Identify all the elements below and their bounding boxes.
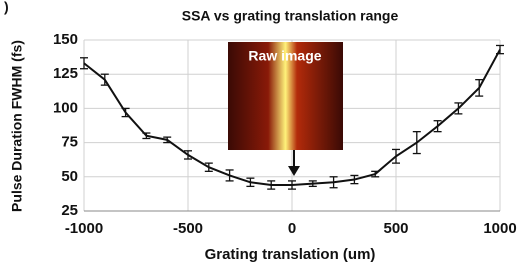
x-tick-label: 500: [383, 220, 408, 237]
error-bar: [434, 121, 442, 132]
error-bar: [496, 45, 504, 53]
y-axis-title: Pulse Duration FWHM (fs): [9, 40, 25, 212]
chart-title: SSA vs grating translation range: [182, 8, 399, 24]
arrow-head: [288, 166, 300, 176]
error-bar: [205, 163, 213, 171]
x-tick-label: 1000: [483, 220, 516, 237]
panel-label: ): [4, 0, 9, 15]
y-tick-label: 150: [53, 31, 78, 48]
x-tick-label: 0: [288, 220, 296, 237]
x-tick-label: -1000: [65, 220, 103, 237]
inset-label: Raw image: [248, 48, 321, 64]
y-tick-label: 50: [61, 168, 78, 185]
error-bar: [80, 58, 88, 69]
inset: Raw image: [228, 42, 343, 176]
chart: ) SSA vs grating translation range Grati…: [0, 0, 530, 267]
y-tick-label: 25: [61, 202, 78, 219]
y-tick-label: 100: [53, 99, 78, 116]
x-axis-title: Grating translation (um): [205, 246, 376, 263]
error-bar: [392, 149, 400, 163]
y-tick-label: 125: [53, 65, 78, 82]
x-tick-label: -500: [173, 220, 203, 237]
y-tick-label: 75: [61, 134, 78, 151]
